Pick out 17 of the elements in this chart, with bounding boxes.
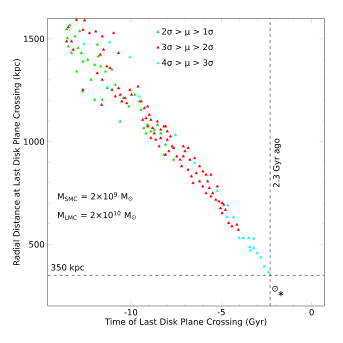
ref-line-label: 350 kpc (51, 264, 84, 272)
annotation: ∗ (278, 290, 284, 296)
x-tick-label: 0 (310, 309, 314, 316)
legend-label: 2σ > μ > 1σ (162, 28, 214, 36)
y-tick-label: 1000 (24, 138, 44, 145)
y-tick-label: 500 (29, 241, 44, 248)
y-tick-label: 1500 (24, 36, 44, 42)
x-tick-label: -5 (217, 309, 225, 316)
legend-label: 4σ > μ > 3σ (162, 59, 214, 68)
annotation: M$_{SMC}$ = 2×10$^{9}$ M$_{⊙}$ (58, 192, 132, 202)
y-axis-title: Radial Distance at Last Disk Plane Crossing (kpc) (13, 59, 22, 266)
x-axis-title: Time of Last Disk Plane Crossing (Gyr) (104, 318, 266, 326)
x-tick-label: -10 (124, 309, 138, 316)
ref-line-label: 2.3 Gyr ago (273, 138, 282, 188)
annotation: ⊙ (272, 286, 278, 292)
legend-label: 3σ > μ > 2σ (162, 44, 214, 52)
annotation: M$_{LMC}$ = 2×10$^{10}$ M$_{⊙}$ (58, 210, 136, 220)
